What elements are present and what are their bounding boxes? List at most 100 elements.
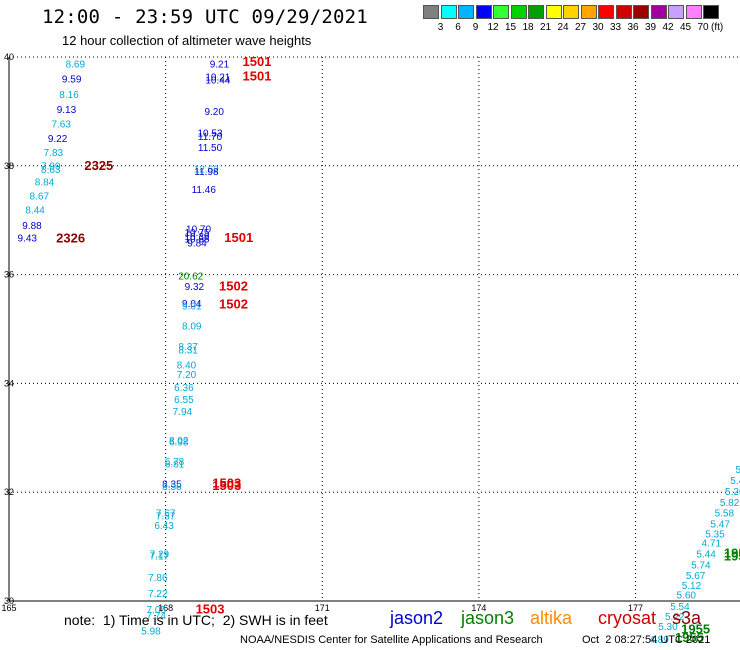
- wave-height-label: 7.63: [51, 120, 71, 131]
- wave-height-label: 9.59: [62, 75, 82, 86]
- wave-height-label: 5.12: [682, 581, 702, 592]
- y-tick-label: 32: [4, 487, 14, 497]
- wave-height-label: 9.22: [48, 134, 68, 145]
- wave-height-label: 10.75: [184, 228, 209, 239]
- color-scale-tick: 33: [609, 22, 622, 33]
- wave-height-label: 10.70: [186, 225, 211, 236]
- color-scale-tick: 18: [522, 22, 534, 33]
- color-swatch: [475, 5, 492, 19]
- wave-height-label: 10.44: [205, 76, 230, 87]
- wave-height-label: 8.63: [41, 165, 61, 176]
- color-scale-tick: 45: [679, 22, 692, 33]
- track-time-label: 1501: [243, 54, 272, 69]
- wave-height-label: 7.20: [177, 370, 197, 381]
- wave-height-label: 5.22: [665, 612, 685, 623]
- wave-height-label: 11.50: [198, 143, 223, 154]
- wave-height-label: 5.98: [141, 627, 161, 638]
- track-time-label: 1502: [219, 296, 248, 311]
- wave-height-label: 9.84: [187, 238, 207, 249]
- wave-height-label: 8.16: [59, 90, 79, 101]
- wave-height-label: 9.20: [204, 107, 224, 118]
- color-swatch: [650, 5, 667, 19]
- track-time-label: 1955: [675, 630, 704, 645]
- color-swatch: [423, 5, 439, 19]
- wave-height-label: 7.74: [147, 611, 167, 622]
- y-tick-label: 30: [4, 596, 14, 606]
- wave-height-label: 5.44: [696, 549, 716, 560]
- color-scale-tick: 9: [472, 22, 479, 33]
- wave-height-label: 9.13: [57, 105, 77, 116]
- track-time-label: 1502: [219, 278, 248, 293]
- color-scale-tick: 39: [644, 22, 657, 33]
- color-swatch: [545, 5, 562, 19]
- wave-height-label: 5.67: [686, 571, 706, 582]
- wave-height-label: 9.21: [210, 59, 230, 70]
- wave-height-label: 8.37: [178, 342, 198, 353]
- wave-height-label: 8.44: [25, 206, 45, 217]
- x-tick-label: 171: [315, 603, 330, 613]
- wave-height-label: 4.71: [702, 539, 722, 550]
- wave-height-label: 12.62: [194, 164, 219, 175]
- wave-height-label: 5.60: [735, 465, 740, 476]
- wave-height-label: 6.81: [165, 460, 185, 471]
- wave-height-label: 9.32: [185, 282, 205, 293]
- color-swatch: [598, 5, 614, 19]
- wave-height-label: 7.67: [156, 509, 176, 520]
- wave-height-label: 11.46: [192, 185, 217, 196]
- generation-timestamp: Oct 2 08:27:54 UTC 2021: [582, 634, 711, 646]
- wave-height-label: 9.01: [182, 301, 202, 312]
- color-scale-tick: 30: [592, 22, 604, 33]
- x-tick-label: 174: [471, 603, 486, 613]
- color-scale-tick: 6: [455, 22, 461, 33]
- color-scale-tick: 27: [574, 22, 587, 33]
- wave-height-label: 5.74: [691, 560, 711, 571]
- wave-height-label: 11.70: [198, 132, 223, 143]
- color-swatch: [510, 5, 527, 19]
- wave-height-label: 6.98: [169, 437, 189, 448]
- wave-height-label: 5.35: [705, 529, 725, 540]
- x-tick-label: 165: [1, 603, 16, 613]
- legend-entry-s3a: s3a: [672, 608, 702, 628]
- wave-height-label: 7.94: [173, 407, 193, 418]
- chart-title: 12:00 - 23:59 UTC 09/29/2021: [42, 6, 368, 28]
- color-swatch: [440, 5, 457, 19]
- track-time-label: 1503: [212, 478, 241, 493]
- color-swatch: [703, 5, 719, 19]
- track-time-label: 195: [724, 549, 740, 564]
- wave-height-label: 5.58: [715, 509, 735, 520]
- wave-height-label: 8.31: [178, 345, 198, 356]
- wave-height-label: 6.36: [174, 383, 194, 394]
- color-scale-tick: 24: [557, 22, 569, 33]
- wave-height-label: 9.04: [182, 299, 202, 310]
- y-tick-label: 34: [4, 378, 14, 388]
- color-scale-tick: 12: [487, 22, 499, 33]
- y-tick-label: 36: [4, 270, 14, 280]
- wave-height-label: 5.82: [720, 498, 740, 509]
- color-scale-tick: 42: [662, 22, 674, 33]
- wave-height-label: 7.17: [150, 552, 170, 563]
- wave-height-label: 7.57: [156, 511, 176, 522]
- color-scale-unit: (ft): [711, 22, 724, 33]
- track-time-label: 1501: [224, 230, 253, 245]
- wave-height-label: 10.53: [198, 128, 223, 139]
- legend-entry-cryosat: cryosat: [598, 608, 657, 628]
- wave-height-label: 9.43: [18, 233, 38, 244]
- wave-height-label: 8.67: [30, 192, 50, 203]
- wave-height-label: 7.83: [44, 148, 64, 159]
- credit-line: NOAA/NESDIS Center for Satellite Applica…: [240, 634, 543, 646]
- wave-height-label: 4.89: [649, 635, 669, 646]
- track-time-label: 195: [724, 545, 740, 560]
- wave-height-label: 7.29: [150, 549, 170, 560]
- wave-height-label: 11.98: [194, 167, 219, 178]
- track-time-label: 1955: [681, 622, 710, 637]
- color-swatch: [580, 5, 597, 19]
- wave-height-label: 20.62: [178, 271, 203, 282]
- x-tick-label: 177: [628, 603, 643, 613]
- units-note: note: 1) Time is in UTC; 2) SWH is in fe…: [64, 612, 328, 628]
- wave-height-label: 7.86: [148, 573, 168, 584]
- wave-height-label: 7.05: [147, 605, 167, 616]
- color-swatch: [458, 5, 474, 19]
- wave-height-label: 10.39: [184, 232, 209, 243]
- wave-height-label: 8.02: [169, 436, 189, 447]
